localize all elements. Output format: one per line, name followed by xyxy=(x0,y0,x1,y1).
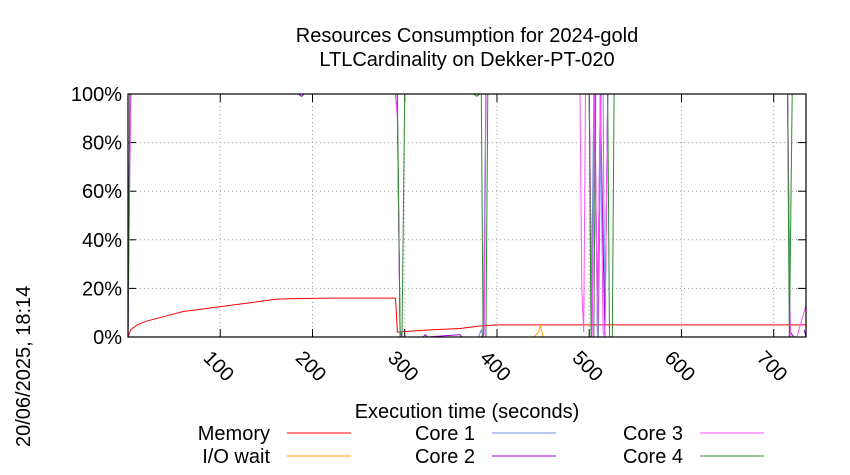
series-line-i-o-wait xyxy=(128,324,806,338)
x-tick-label: 300 xyxy=(383,347,422,386)
series-line-core-2 xyxy=(127,93,807,338)
y-tick-label: 0% xyxy=(93,327,122,349)
legend-label: Core 3 xyxy=(623,423,683,445)
x-tick-label: 600 xyxy=(660,347,699,386)
x-tick-label: 400 xyxy=(475,347,514,386)
legend-label: Core 2 xyxy=(415,446,475,468)
chart-title-line-1: Resources Consumption for 2024-gold xyxy=(296,25,638,47)
y-tick-label: 20% xyxy=(82,278,122,300)
x-axis-ticks: 100 200 300 400 500 600 700 xyxy=(199,94,791,386)
x-tick-label: 100 xyxy=(199,347,238,386)
legend-label: I/O wait xyxy=(202,446,270,468)
y-tick-label: 100% xyxy=(71,84,122,106)
legend-label: Core 1 xyxy=(415,423,475,445)
x-tick-label: 500 xyxy=(568,347,607,386)
y-tick-label: 40% xyxy=(82,230,122,252)
series-line-core-3 xyxy=(127,93,807,338)
y-tick-label: 80% xyxy=(82,133,122,155)
x-tick-label: 200 xyxy=(291,347,330,386)
series-line-core-4 xyxy=(127,93,807,338)
y-tick-label: 60% xyxy=(82,181,122,203)
plot-frame xyxy=(127,93,807,338)
x-axis-label: Execution time (seconds) xyxy=(355,401,580,423)
chart-title-group: Resources Consumption for 2024-gold LTLC… xyxy=(296,25,638,71)
plot-grid xyxy=(128,94,806,337)
legend-label: Memory xyxy=(198,423,270,445)
x-tick-label: 700 xyxy=(752,347,791,386)
timestamp-label: 20/06/2025, 18:14 xyxy=(13,286,35,447)
series-line-core-1 xyxy=(127,93,806,338)
y-axis-ticks: 0% 20% 40% 60% 80% 100% xyxy=(71,84,806,349)
series-line-memory xyxy=(127,297,806,338)
series-lines xyxy=(127,93,807,338)
chart-title-line-2: LTLCardinality on Dekker-PT-020 xyxy=(319,49,614,71)
legend-label: Core 4 xyxy=(623,446,683,468)
